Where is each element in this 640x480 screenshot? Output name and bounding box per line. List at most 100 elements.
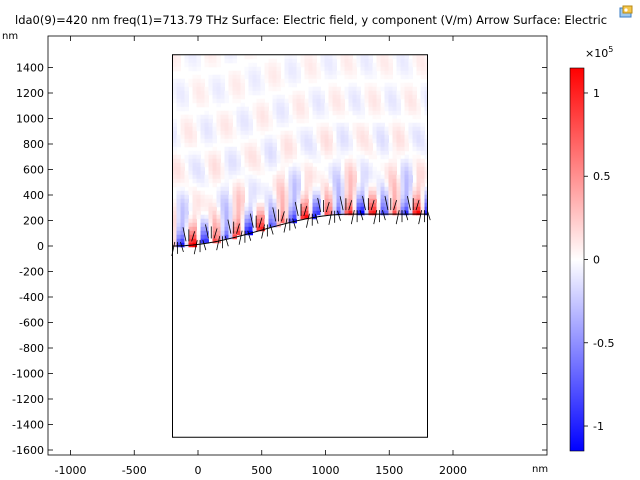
- field-cell: [260, 194, 265, 200]
- field-cell: [420, 174, 425, 180]
- field-cell: [200, 190, 205, 196]
- field-cell: [280, 154, 285, 160]
- field-cell: [268, 198, 273, 204]
- field-cell: [272, 166, 277, 172]
- field-cell: [400, 170, 405, 176]
- field-cell: [376, 94, 381, 100]
- field-cell: [412, 130, 417, 136]
- field-cell: [268, 206, 273, 212]
- field-cell: [228, 202, 233, 208]
- field-cell: [308, 166, 313, 172]
- field-cell: [424, 106, 428, 112]
- field-cell: [292, 186, 297, 192]
- field-cell: [364, 138, 369, 144]
- field-cell: [208, 90, 213, 96]
- field-cell: [288, 78, 293, 84]
- field-cell: [376, 182, 381, 188]
- field-cell: [308, 90, 313, 96]
- field-cell: [312, 106, 317, 112]
- field-cell: [220, 94, 225, 100]
- field-cell: [332, 106, 337, 112]
- field-cell: [412, 194, 417, 200]
- field-cell: [248, 218, 253, 224]
- field-cell: [200, 178, 205, 184]
- field-cell: [220, 90, 225, 96]
- field-cell: [368, 206, 373, 212]
- field-cell: [420, 98, 425, 104]
- field-cell: [248, 174, 253, 180]
- field-cell: [172, 122, 177, 128]
- field-cell: [260, 74, 265, 80]
- field-cell: [348, 206, 353, 212]
- field-cell: [240, 94, 245, 100]
- field-cell: [380, 134, 385, 140]
- field-cell: [180, 122, 185, 128]
- field-cell: [260, 214, 265, 220]
- field-cell: [304, 154, 309, 160]
- field-cell: [344, 62, 349, 68]
- field-cell: [264, 206, 269, 212]
- field-cell: [240, 182, 245, 188]
- field-cell: [180, 210, 185, 216]
- field-cell: [360, 198, 365, 204]
- field-cell: [264, 118, 269, 124]
- field-cell: [376, 114, 381, 120]
- field-cell: [248, 78, 253, 84]
- field-cell: [208, 122, 213, 128]
- field-cell: [384, 210, 389, 216]
- field-cell: [356, 162, 361, 168]
- field-cell: [208, 162, 213, 168]
- field-cell: [412, 210, 417, 216]
- field-cell: [356, 114, 361, 120]
- field-cell: [360, 138, 365, 144]
- field-cell: [176, 194, 181, 200]
- field-cell: [240, 166, 245, 172]
- field-cell: [292, 74, 297, 80]
- field-cell: [288, 190, 293, 196]
- field-cell: [344, 110, 349, 116]
- field-cell: [188, 230, 193, 236]
- field-cell: [204, 194, 209, 200]
- field-cell: [412, 58, 417, 64]
- field-cell: [372, 174, 377, 180]
- field-cell: [332, 82, 337, 88]
- field-cell: [236, 122, 241, 128]
- field-cell: [312, 142, 317, 148]
- field-cell: [396, 130, 401, 136]
- field-cell: [228, 146, 233, 152]
- field-cell: [220, 226, 225, 232]
- field-cell: [384, 206, 389, 212]
- field-cell: [184, 178, 189, 184]
- field-cell: [288, 154, 293, 160]
- field-cell: [248, 202, 253, 208]
- field-cell: [252, 222, 257, 228]
- field-cell: [384, 58, 389, 64]
- field-cell: [220, 134, 225, 140]
- field-cell: [336, 158, 341, 164]
- image-copy-icon[interactable]: [618, 4, 634, 20]
- field-cell: [288, 134, 293, 140]
- field-cell: [180, 230, 185, 236]
- field-cell: [416, 190, 421, 196]
- field-cell: [220, 122, 225, 128]
- field-cell: [416, 154, 421, 160]
- field-cell: [192, 130, 197, 136]
- field-cell: [416, 62, 421, 68]
- field-cell: [224, 166, 229, 172]
- field-cell: [272, 222, 277, 228]
- field-cell: [288, 194, 293, 200]
- field-cell: [272, 78, 277, 84]
- field-cell: [172, 78, 177, 84]
- field-cell: [364, 102, 369, 108]
- field-cell: [360, 130, 365, 136]
- field-cell: [184, 154, 189, 160]
- field-cell: [320, 186, 325, 192]
- field-cell: [376, 210, 381, 216]
- field-cell: [328, 66, 333, 72]
- field-cell: [196, 66, 201, 72]
- field-cell: [376, 174, 381, 180]
- field-cell: [212, 182, 217, 188]
- field-cell: [360, 126, 365, 132]
- field-cell: [412, 114, 417, 120]
- field-cell: [292, 82, 297, 88]
